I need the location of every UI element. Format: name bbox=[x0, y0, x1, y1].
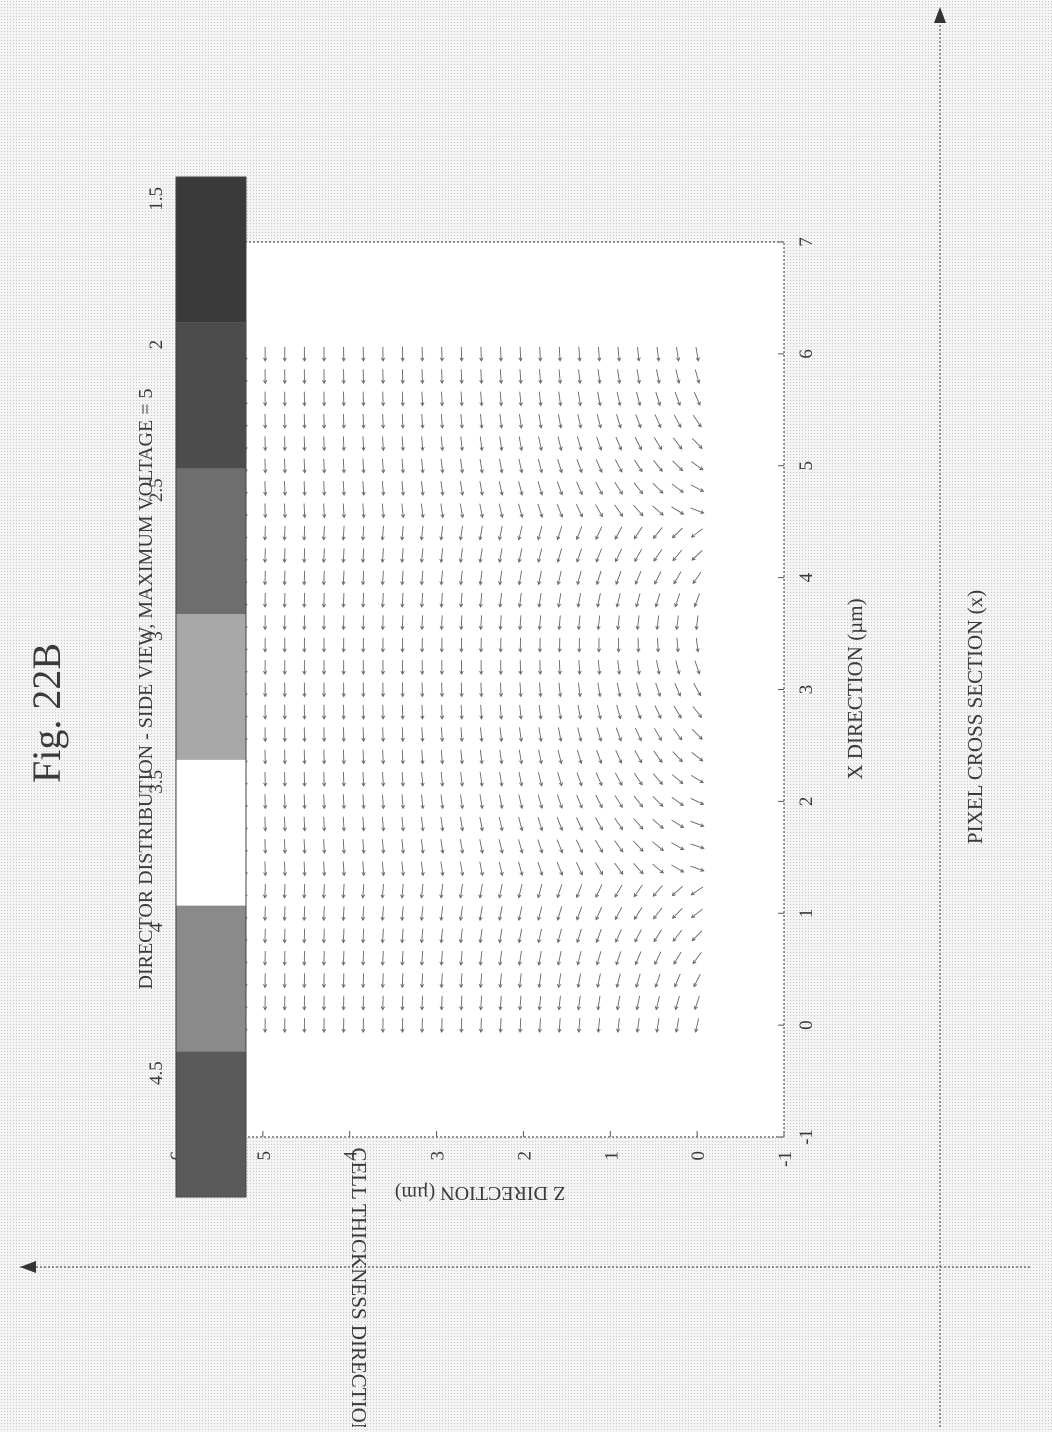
director-arrow bbox=[304, 504, 305, 518]
director-arrow bbox=[304, 459, 305, 473]
director-arrow bbox=[304, 839, 305, 853]
director-arrow bbox=[324, 929, 325, 943]
director-arrow bbox=[304, 862, 305, 876]
director-arrow bbox=[383, 973, 384, 987]
colorbar-tick-label: 1.5 bbox=[146, 187, 167, 211]
director-arrow bbox=[304, 526, 305, 540]
director-arrow bbox=[363, 750, 364, 764]
colorbar-tick-label: 2.5 bbox=[146, 478, 167, 502]
y-tick-label: 5 bbox=[254, 1151, 275, 1161]
x-tick-label: 7 bbox=[796, 237, 817, 247]
director-arrow bbox=[324, 548, 325, 562]
outer-x-axis-label: PIXEL CROSS SECTION (x) bbox=[963, 590, 987, 844]
rotated-figure: Fig. 22B DIRECTOR DISTRIBUTION - SIDE VI… bbox=[20, 7, 1030, 1427]
colorbar-segment bbox=[176, 1051, 246, 1197]
director-arrow bbox=[520, 347, 521, 361]
x-tick-label: 0 bbox=[796, 1020, 817, 1030]
colorbar-segment bbox=[176, 468, 246, 614]
director-arrow bbox=[461, 369, 462, 383]
colorbar-segment bbox=[176, 906, 246, 1052]
director-arrow bbox=[383, 414, 384, 428]
director-arrow bbox=[500, 1018, 501, 1032]
outer-z-axis-label: CELL THICKNESS DIRECTION (z) bbox=[347, 1147, 371, 1427]
director-arrow bbox=[343, 929, 344, 943]
director-arrow bbox=[324, 906, 325, 920]
x-tick-label: 6 bbox=[796, 349, 817, 359]
director-arrow bbox=[383, 593, 384, 607]
colorbar-segment bbox=[176, 760, 246, 906]
director-arrow bbox=[304, 884, 305, 898]
director-arrow bbox=[402, 973, 403, 987]
director-arrow bbox=[324, 571, 325, 585]
director-arrow bbox=[324, 459, 325, 473]
director-arrow bbox=[343, 772, 344, 786]
figure-label: Fig. 22B bbox=[24, 643, 69, 783]
x-tick-label: 2 bbox=[796, 797, 817, 807]
colorbar bbox=[176, 177, 246, 1197]
director-arrow bbox=[481, 1018, 482, 1032]
director-arrow bbox=[304, 548, 305, 562]
colorbar-tick-label: 4 bbox=[146, 922, 167, 932]
y-tick-label: -1 bbox=[775, 1151, 796, 1167]
y-tick-label: 3 bbox=[428, 1151, 449, 1161]
director-arrow bbox=[284, 504, 285, 518]
outer-x-arrow-icon bbox=[934, 7, 946, 23]
director-arrow bbox=[442, 996, 443, 1010]
x-tick-label: 1 bbox=[796, 909, 817, 919]
director-arrow bbox=[304, 817, 305, 831]
director-arrow bbox=[559, 660, 560, 674]
colorbar-tick-label: 4.5 bbox=[146, 1061, 167, 1085]
director-arrow bbox=[284, 839, 285, 853]
y-tick-label: 1 bbox=[601, 1151, 622, 1161]
x-tick-label: 4 bbox=[796, 572, 817, 582]
director-arrow bbox=[324, 794, 325, 808]
y-tick-label: 0 bbox=[688, 1151, 709, 1161]
director-arrow bbox=[442, 705, 443, 719]
director-arrow bbox=[422, 615, 423, 629]
outer-z-arrow-icon bbox=[20, 1261, 36, 1273]
director-arrow bbox=[284, 862, 285, 876]
colorbar-segment bbox=[176, 614, 246, 760]
y-tick-label: 2 bbox=[514, 1151, 535, 1161]
x-axis-label: X DIRECTION (µm) bbox=[843, 598, 867, 779]
director-arrow bbox=[343, 571, 344, 585]
colorbar-segment bbox=[176, 177, 246, 323]
plot-frame bbox=[176, 242, 784, 1137]
director-arrow bbox=[442, 615, 443, 629]
director-arrow bbox=[481, 683, 482, 697]
x-tick-label: -1 bbox=[796, 1129, 817, 1145]
x-tick-label: 5 bbox=[796, 461, 817, 471]
director-arrow bbox=[304, 906, 305, 920]
director-arrow bbox=[363, 593, 364, 607]
colorbar-tick-label: 2 bbox=[146, 340, 167, 350]
x-tick-label: 3 bbox=[796, 685, 817, 695]
director-arrow bbox=[402, 727, 403, 741]
director-arrow bbox=[422, 392, 423, 406]
director-arrow bbox=[363, 951, 364, 965]
director-arrow bbox=[343, 436, 344, 450]
colorbar-tick-label: 3.5 bbox=[146, 770, 167, 794]
colorbar-segment bbox=[176, 323, 246, 469]
director-arrow bbox=[363, 414, 364, 428]
director-arrow bbox=[402, 392, 403, 406]
colorbar-tick-label: 3 bbox=[146, 631, 167, 641]
director-arrow bbox=[304, 481, 305, 495]
y-axis-label: Z DIRECTION (µm) bbox=[395, 1182, 565, 1204]
